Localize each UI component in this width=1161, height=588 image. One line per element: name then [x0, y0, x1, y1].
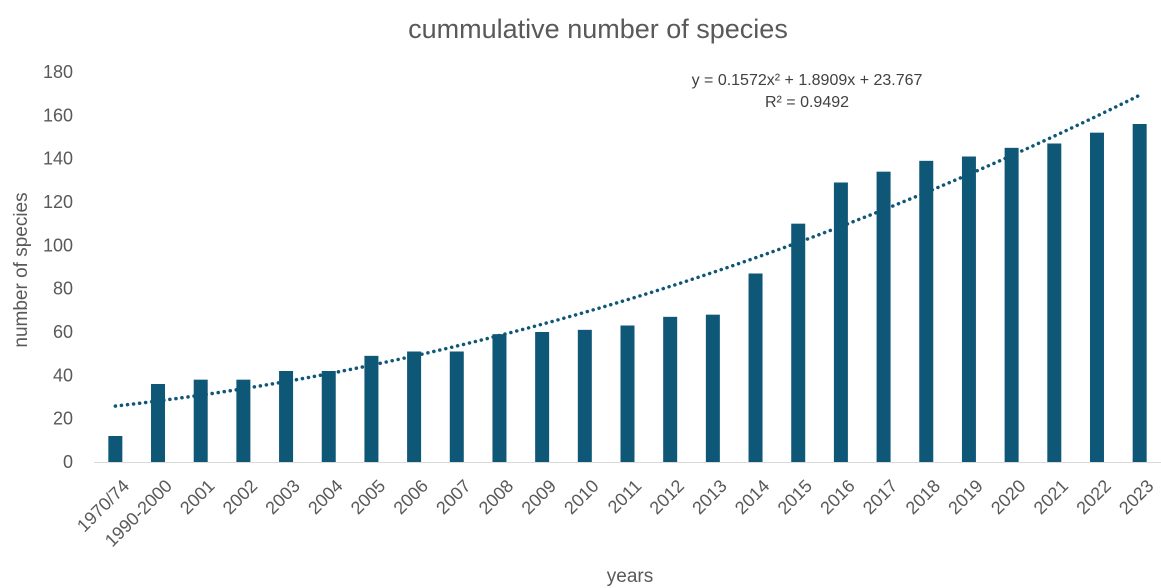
bar — [791, 223, 806, 462]
y-axis: 0 20 40 60 80 100 120 140 160 180 — [43, 62, 73, 472]
bar — [620, 325, 635, 462]
bar — [1047, 143, 1062, 462]
chart-title: cummulative number of species — [408, 14, 788, 44]
x-tick-label: 2020 — [987, 476, 1029, 518]
bar — [1089, 132, 1104, 462]
x-tick-label: 2004 — [304, 476, 346, 518]
y-tick-label: 100 — [43, 235, 73, 255]
x-tick-label: 2019 — [944, 476, 986, 518]
x-tick-label: 2018 — [902, 476, 944, 518]
x-tick-label: 2006 — [390, 476, 432, 518]
x-tick-label: 2008 — [475, 476, 517, 518]
x-tick-label: 2023 — [1115, 476, 1157, 518]
bar — [492, 334, 507, 462]
y-tick-label: 20 — [53, 409, 73, 429]
bar — [321, 371, 336, 462]
y-tick-label: 140 — [43, 149, 73, 169]
bar — [705, 314, 720, 462]
bars — [108, 124, 1147, 463]
bar — [449, 351, 464, 462]
bar — [1004, 147, 1019, 463]
x-tick-label: 2016 — [816, 476, 858, 518]
y-axis-label: number of species — [11, 192, 32, 347]
y-tick-label: 60 — [53, 322, 73, 342]
x-tick-label: 2012 — [646, 476, 688, 518]
bar — [236, 379, 251, 462]
x-tick-label: 2017 — [859, 476, 901, 518]
bar — [748, 273, 763, 462]
x-tick-label: 2014 — [731, 476, 773, 518]
bar — [919, 160, 934, 463]
y-tick-label: 180 — [43, 62, 73, 82]
trendline-equation: y = 0.1572x² + 1.8909x + 23.767 — [692, 72, 923, 89]
bar — [151, 384, 166, 462]
y-tick-label: 80 — [53, 279, 73, 299]
y-tick-label: 120 — [43, 192, 73, 212]
x-tick-label: 2002 — [219, 476, 261, 518]
y-tick-label: 0 — [63, 452, 73, 472]
bar — [663, 316, 678, 462]
bar — [961, 156, 976, 462]
trendline — [113, 93, 1142, 408]
x-tick-label: 2001 — [176, 476, 218, 518]
x-tick-label: 2010 — [560, 476, 602, 518]
x-tick-label: 2007 — [432, 476, 474, 518]
bar — [279, 371, 294, 462]
x-axis-label: years — [607, 566, 653, 587]
bar — [876, 171, 891, 462]
y-tick-label: 160 — [43, 105, 73, 125]
x-tick-label: 2011 — [604, 476, 646, 518]
x-tick-label: 2015 — [774, 476, 816, 518]
bar — [833, 182, 848, 462]
bar — [108, 436, 123, 462]
bar — [535, 332, 550, 462]
x-tick-label: 2021 — [1030, 476, 1072, 518]
bar — [1132, 124, 1147, 462]
bar — [193, 379, 208, 462]
x-tick-label: 2003 — [261, 476, 303, 518]
y-tick-label: 40 — [53, 365, 73, 385]
bar — [407, 351, 422, 462]
x-tick-label: 2009 — [518, 476, 560, 518]
bar — [577, 329, 592, 462]
x-tick-label: 2022 — [1072, 476, 1114, 518]
x-tick-label: 2005 — [347, 476, 389, 518]
x-tick-label: 2013 — [688, 476, 730, 518]
bar — [364, 355, 379, 462]
trendline-r-squared: R² = 0.9492 — [765, 94, 849, 111]
